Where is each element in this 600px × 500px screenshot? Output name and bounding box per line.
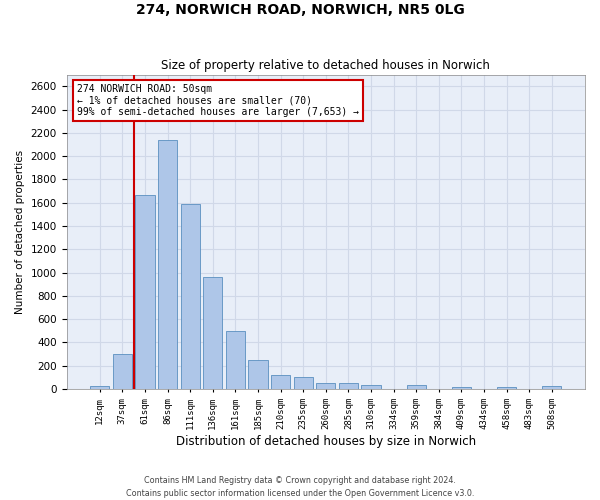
Text: Contains HM Land Registry data © Crown copyright and database right 2024.
Contai: Contains HM Land Registry data © Crown c… (126, 476, 474, 498)
Bar (113, 354, 132, 389)
Bar (407, 385, 426, 389)
Bar (316, 383, 335, 389)
Bar (497, 386, 516, 389)
Text: 274, NORWICH ROAD, NORWICH, NR5 0LG: 274, NORWICH ROAD, NORWICH, NR5 0LG (136, 2, 464, 16)
Bar (293, 378, 313, 389)
Bar (203, 277, 223, 389)
Bar (339, 383, 358, 389)
Title: Size of property relative to detached houses in Norwich: Size of property relative to detached ho… (161, 59, 490, 72)
Bar (136, 194, 155, 389)
Bar (248, 360, 268, 389)
Bar (181, 204, 200, 389)
Bar (271, 375, 290, 389)
Bar (158, 140, 177, 389)
Bar (361, 385, 380, 389)
X-axis label: Distribution of detached houses by size in Norwich: Distribution of detached houses by size … (176, 434, 476, 448)
Y-axis label: Number of detached properties: Number of detached properties (15, 150, 25, 314)
Text: 274 NORWICH ROAD: 50sqm
← 1% of detached houses are smaller (70)
99% of semi-det: 274 NORWICH ROAD: 50sqm ← 1% of detached… (77, 84, 359, 117)
Bar (226, 331, 245, 389)
Bar (542, 386, 562, 389)
Bar (452, 386, 471, 389)
Bar (90, 386, 109, 389)
